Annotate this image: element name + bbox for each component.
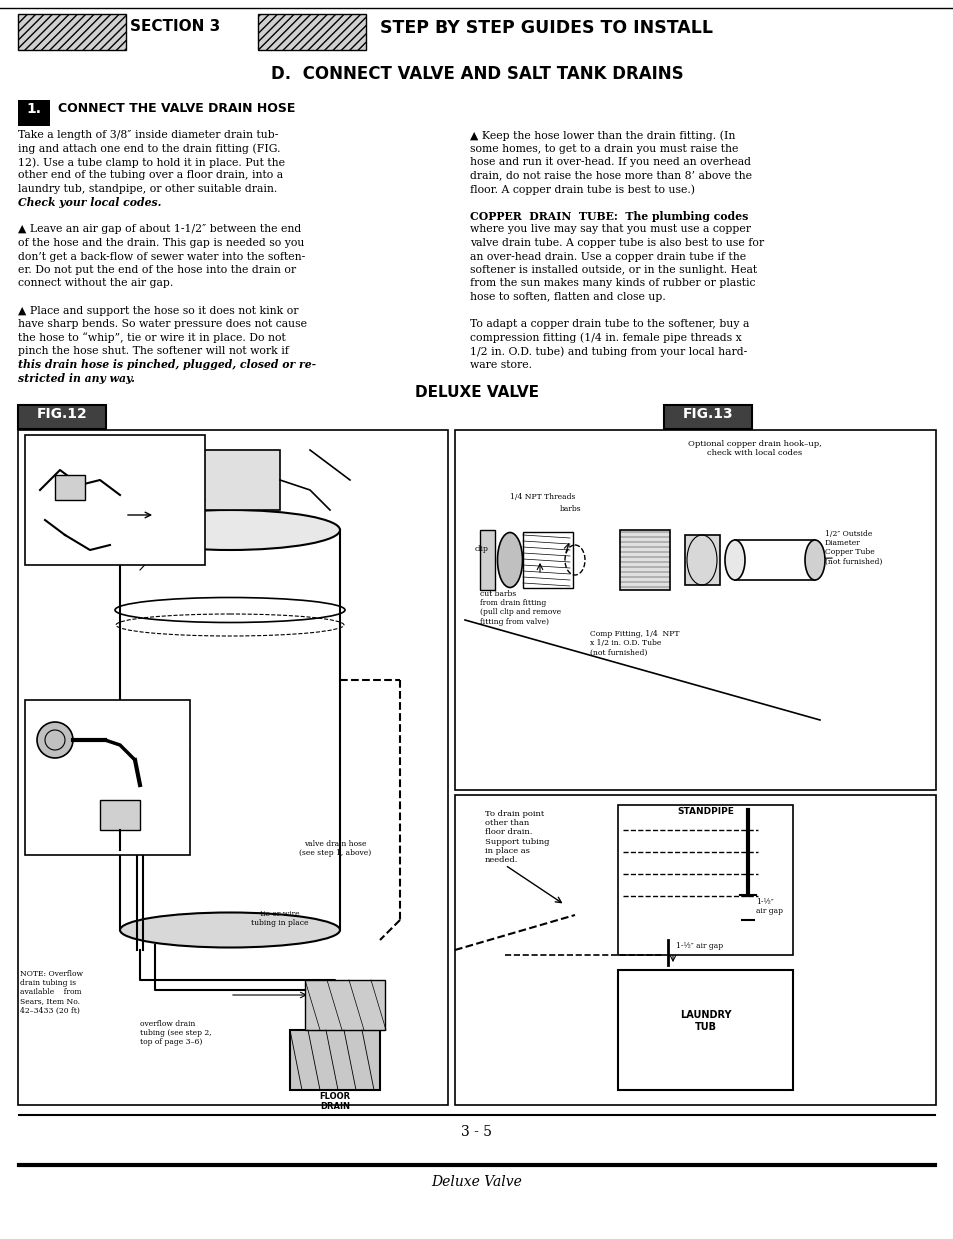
Bar xyxy=(257,14,366,50)
Ellipse shape xyxy=(120,912,339,948)
Text: cut barbs
from drain fitting
(pull clip and remove
fitting from valve): cut barbs from drain fitting (pull clip … xyxy=(479,590,560,626)
Text: hose to soften, flatten and close up.: hose to soften, flatten and close up. xyxy=(470,292,665,302)
Text: some homes, to get to a drain you must raise the: some homes, to get to a drain you must r… xyxy=(470,144,738,154)
Text: compression fitting (1/4 in. female pipe threads x: compression fitting (1/4 in. female pipe… xyxy=(470,332,741,343)
Text: hose and run it over-head. If you need an overhead: hose and run it over-head. If you need a… xyxy=(470,157,750,167)
Text: To drain point
other than
floor drain.
Support tubing
in place as
needed.: To drain point other than floor drain. S… xyxy=(484,810,549,864)
Bar xyxy=(455,795,935,1105)
Bar xyxy=(619,530,669,590)
Text: drain
fitting: drain fitting xyxy=(30,535,53,553)
Text: laundry tub, standpipe, or other suitable drain.: laundry tub, standpipe, or other suitabl… xyxy=(18,185,277,195)
Text: tube
clamp: tube clamp xyxy=(95,755,118,772)
Bar xyxy=(663,405,751,429)
Text: Check your local codes.: Check your local codes. xyxy=(18,197,161,208)
Text: 1-½"
air gap: 1-½" air gap xyxy=(337,1002,363,1020)
Bar xyxy=(18,405,106,429)
Ellipse shape xyxy=(804,540,824,580)
Bar xyxy=(55,475,85,501)
Text: FIG.12: FIG.12 xyxy=(36,406,88,421)
Text: ▲ Place and support the hose so it does not kink or: ▲ Place and support the hose so it does … xyxy=(18,306,298,316)
Bar xyxy=(305,980,385,1030)
Bar xyxy=(18,430,448,1105)
Text: D.  CONNECT VALVE AND SALT TANK DRAINS: D. CONNECT VALVE AND SALT TANK DRAINS xyxy=(271,64,682,83)
Text: Deluxe Valve: Deluxe Valve xyxy=(431,1175,522,1189)
Bar xyxy=(684,535,720,585)
Bar xyxy=(734,540,814,580)
Bar xyxy=(18,100,50,126)
Text: ing and attach one end to the drain fitting (FIG.: ing and attach one end to the drain fitt… xyxy=(18,144,280,154)
Text: 1/2″ Outside
Diameter
Copper Tube
(not furnished): 1/2″ Outside Diameter Copper Tube (not f… xyxy=(824,530,882,565)
Text: stricted in any way.: stricted in any way. xyxy=(18,373,134,384)
Text: the hose to “whip”, tie or wire it in place. Do not: the hose to “whip”, tie or wire it in pl… xyxy=(18,332,286,343)
Text: COPPER  DRAIN  TUBE:  The plumbing codes: COPPER DRAIN TUBE: The plumbing codes xyxy=(470,211,747,222)
Text: 1/4 NPT Threads: 1/4 NPT Threads xyxy=(510,493,575,501)
Text: grommet: grommet xyxy=(35,703,70,711)
Text: er. Do not put the end of the hose into the drain or: er. Do not put the end of the hose into … xyxy=(18,265,295,275)
Circle shape xyxy=(37,722,73,758)
Text: where you live may say that you must use a copper: where you live may say that you must use… xyxy=(470,224,750,234)
Bar xyxy=(200,450,280,510)
Text: valve drain hose
(see step 1, above): valve drain hose (see step 1, above) xyxy=(298,840,371,857)
Ellipse shape xyxy=(120,510,339,550)
Bar xyxy=(618,970,792,1090)
Text: Comp Fitting, 1/4  NPT
x 1/2 in. O.D. Tube
(not furnished): Comp Fitting, 1/4 NPT x 1/2 in. O.D. Tub… xyxy=(589,629,679,657)
Bar xyxy=(522,532,573,589)
Text: barbs: barbs xyxy=(559,506,581,513)
Text: ▲ Keep the hose lower than the drain fitting. (In: ▲ Keep the hose lower than the drain fit… xyxy=(470,130,735,140)
Text: pinch the hose shut. The softener will not work if: pinch the hose shut. The softener will n… xyxy=(18,346,289,356)
Bar xyxy=(120,530,339,930)
Text: 3 - 5: 3 - 5 xyxy=(461,1125,492,1139)
Text: floor. A copper drain tube is best to use.): floor. A copper drain tube is best to us… xyxy=(470,185,695,195)
Text: don’t get a back-flow of sewer water into the soften-: don’t get a back-flow of sewer water int… xyxy=(18,252,305,261)
Text: 1-½″
air gap: 1-½″ air gap xyxy=(755,898,782,916)
Bar xyxy=(290,1030,379,1090)
Text: 12). Use a tube clamp to hold it in place. Put the: 12). Use a tube clamp to hold it in plac… xyxy=(18,157,285,167)
Bar xyxy=(479,530,495,590)
Ellipse shape xyxy=(724,540,744,580)
Text: softener is installed outside, or in the sunlight. Heat: softener is installed outside, or in the… xyxy=(470,265,757,275)
Text: SECTION 3: SECTION 3 xyxy=(130,19,220,33)
Text: 1/2 in. O.D. tube) and tubing from your local hard-: 1/2 in. O.D. tube) and tubing from your … xyxy=(470,346,746,357)
Text: an over-head drain. Use a copper drain tube if the: an over-head drain. Use a copper drain t… xyxy=(470,252,745,261)
Bar xyxy=(618,805,792,955)
Text: valve drain tube. A copper tube is also best to use for: valve drain tube. A copper tube is also … xyxy=(470,238,763,248)
Bar xyxy=(100,800,140,830)
Text: other end of the tubing over a floor drain, into a: other end of the tubing over a floor dra… xyxy=(18,171,283,181)
Text: Optional copper drain hook–up,
check with local codes: Optional copper drain hook–up, check wit… xyxy=(687,440,821,457)
Bar xyxy=(455,430,935,790)
Bar xyxy=(25,700,190,855)
Text: tie or wire
tubing in place: tie or wire tubing in place xyxy=(251,909,309,927)
Ellipse shape xyxy=(564,545,584,575)
Text: FLOOR
DRAIN: FLOOR DRAIN xyxy=(319,1092,350,1111)
Text: To adapt a copper drain tube to the softener, buy a: To adapt a copper drain tube to the soft… xyxy=(470,318,749,330)
Text: LAUNDRY
TUB: LAUNDRY TUB xyxy=(679,1010,731,1032)
Text: ▲ Leave an air gap of about 1-1/2″ between the end: ▲ Leave an air gap of about 1-1/2″ betwe… xyxy=(18,224,301,234)
Ellipse shape xyxy=(497,533,522,587)
Text: FIG.13: FIG.13 xyxy=(682,406,733,421)
Text: STEP BY STEP GUIDES TO INSTALL: STEP BY STEP GUIDES TO INSTALL xyxy=(379,19,712,37)
Text: 1.: 1. xyxy=(27,102,42,116)
Text: clip: clip xyxy=(475,545,488,553)
Text: of the hose and the drain. This gap is needed so you: of the hose and the drain. This gap is n… xyxy=(18,238,304,248)
Text: ware store.: ware store. xyxy=(470,359,532,369)
Text: NOTE: Overflow
drain tubing is
available    from
Sears, Item No.
42–3433 (20 ft): NOTE: Overflow drain tubing is available… xyxy=(20,970,83,1015)
Text: have sharp bends. So water pressure does not cause: have sharp bends. So water pressure does… xyxy=(18,318,307,330)
Text: drain, do not raise the hose more than 8’ above the: drain, do not raise the hose more than 8… xyxy=(470,171,751,181)
Text: this drain hose is pinched, plugged, closed or re-: this drain hose is pinched, plugged, clo… xyxy=(18,359,315,370)
Text: DELUXE VALVE: DELUXE VALVE xyxy=(415,385,538,400)
Text: CONNECT THE VALVE DRAIN HOSE: CONNECT THE VALVE DRAIN HOSE xyxy=(58,102,295,115)
Text: tube
clamp: tube clamp xyxy=(130,460,153,477)
Text: overflow drain
tubing (see step 2,
top of page 3–6): overflow drain tubing (see step 2, top o… xyxy=(140,1020,212,1047)
Text: tube
adaptor: tube adaptor xyxy=(90,703,120,720)
Bar xyxy=(18,14,126,50)
Text: Take a length of 3/8″ inside diameter drain tub-: Take a length of 3/8″ inside diameter dr… xyxy=(18,130,278,140)
Bar xyxy=(25,435,205,565)
Text: from the sun makes many kinds of rubber or plastic: from the sun makes many kinds of rubber … xyxy=(470,279,755,289)
Text: 1-½″ air gap: 1-½″ air gap xyxy=(676,942,722,950)
Text: connect without the air gap.: connect without the air gap. xyxy=(18,279,173,289)
Text: STANDPIPE: STANDPIPE xyxy=(677,807,733,817)
